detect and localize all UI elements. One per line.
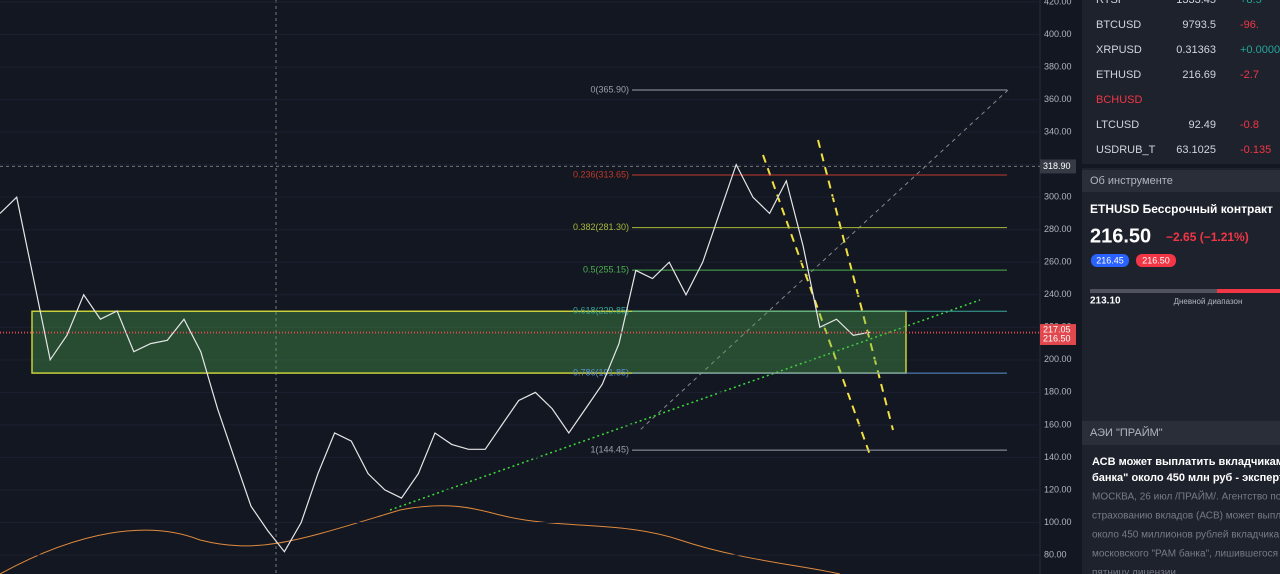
fib-label: 0(365.90): [590, 84, 629, 94]
price-label: 80.00: [1044, 549, 1067, 559]
watch-last: 9793.5: [1182, 19, 1216, 31]
news-body: около 450 миллионов рублей вкладчика: [1092, 529, 1280, 541]
watch-last: 216.69: [1182, 69, 1216, 81]
section-header: [1082, 170, 1280, 192]
news-body: страхованию вкладов (АСВ) может выпл: [1092, 511, 1280, 522]
news-headline: АСВ может выплатить вкладчикам ": [1092, 456, 1280, 468]
price-line: [0, 163, 871, 553]
watch-change: -96.: [1240, 19, 1259, 31]
price-label: 180.00: [1044, 387, 1072, 397]
ask: 216.50: [1142, 255, 1170, 265]
crosshair-label: 318.90: [1043, 161, 1071, 171]
zone: [31, 310, 907, 374]
bid-badge: [1091, 254, 1129, 267]
range-low: 213.10: [1090, 296, 1121, 307]
instrument-change: −2.65 (−1.21%): [1166, 230, 1249, 244]
watch-symbol: ETHUSD: [1096, 69, 1141, 81]
price-label: 140.00: [1044, 452, 1072, 462]
price-label: 380.00: [1044, 61, 1072, 71]
section-title: Об инструменте: [1090, 175, 1173, 187]
range-label: Дневной диапазон: [1174, 297, 1243, 306]
range-fill: [1217, 289, 1280, 293]
price-label: 280.00: [1044, 224, 1072, 234]
watch-change: +0.0000: [1240, 44, 1280, 56]
instrument-price: 216.50: [1090, 225, 1151, 247]
watchlist-bg: [1082, 0, 1280, 164]
watch-change: +8.5: [1240, 0, 1262, 6]
watch-symbol: XRPUSD: [1096, 44, 1142, 56]
price-tag: [1040, 332, 1076, 345]
price-tag-label: 216.50: [1043, 333, 1071, 343]
bid: 216.45: [1096, 255, 1124, 265]
channel-line: [762, 154, 871, 456]
support-line: [389, 299, 981, 511]
watch-change: -0.135: [1240, 144, 1271, 156]
news-source: АЭИ "ПРАЙМ": [1090, 426, 1163, 439]
price-label: 360.00: [1044, 94, 1072, 104]
news-bg: [1082, 420, 1280, 574]
news-body: московского "РАМ банка", лишившегося: [1092, 548, 1278, 560]
price-label: 300.00: [1044, 192, 1072, 202]
fib-label: 0.382(281.30): [573, 222, 629, 232]
watch-symbol: BCHUSD: [1096, 94, 1143, 106]
price-label: 100.00: [1044, 517, 1072, 527]
range-bar: [1090, 289, 1280, 293]
channel-line: [817, 139, 894, 431]
price-label: 120.00: [1044, 484, 1072, 494]
price-label: 260.00: [1044, 257, 1072, 267]
watch-last: 1333.45: [1176, 0, 1216, 6]
instrument-bg: [1082, 168, 1280, 420]
chart-bg: [0, 0, 1040, 574]
ask-badge: [1136, 254, 1176, 267]
news-header: [1082, 421, 1280, 445]
news-body: МОСКВА, 26 июл /ПРАЙМ/. Агентство по: [1092, 490, 1280, 503]
price-label: 160.00: [1044, 419, 1072, 429]
crosshair-tag: [1040, 159, 1076, 174]
fib-label: 0.5(255.15): [583, 264, 629, 274]
watch-last: 92.49: [1188, 119, 1216, 131]
watch-symbol: BTCUSD: [1096, 19, 1141, 31]
news-headline: банка" около 450 млн руб - эксперт: [1092, 472, 1280, 484]
watch-last: 0.31363: [1176, 44, 1216, 56]
price-label: 340.00: [1044, 126, 1072, 136]
watch-symbol: LTCUSD: [1096, 119, 1139, 131]
news-body: пятницу лицензии...: [1092, 568, 1184, 574]
watch-symbol: RTSI: [1096, 0, 1121, 6]
fib-label: 1(144.45): [590, 445, 629, 455]
price-label: 240.00: [1044, 289, 1072, 299]
price-label: 400.00: [1044, 29, 1072, 39]
watch-change: -2.7: [1240, 69, 1259, 81]
moving-average: [0, 505, 841, 574]
price-tag-label: 217.05: [1043, 324, 1071, 334]
fib-label: 0.618(229.85): [573, 306, 629, 316]
watch-change: -0.8: [1240, 119, 1259, 131]
price-axis-bg: [1040, 0, 1076, 574]
watch-last: 63.1025: [1176, 144, 1216, 156]
price-label: 420.00: [1044, 0, 1072, 6]
instrument-title: ETHUSD Бессрочный контракт: [1090, 202, 1273, 216]
watch-symbol: USDRUB_T: [1096, 144, 1156, 156]
price-label: 200.00: [1044, 354, 1072, 364]
fib-label: 0.236(313.65): [573, 169, 629, 179]
fib-label: 0.786(191.85): [573, 367, 629, 377]
